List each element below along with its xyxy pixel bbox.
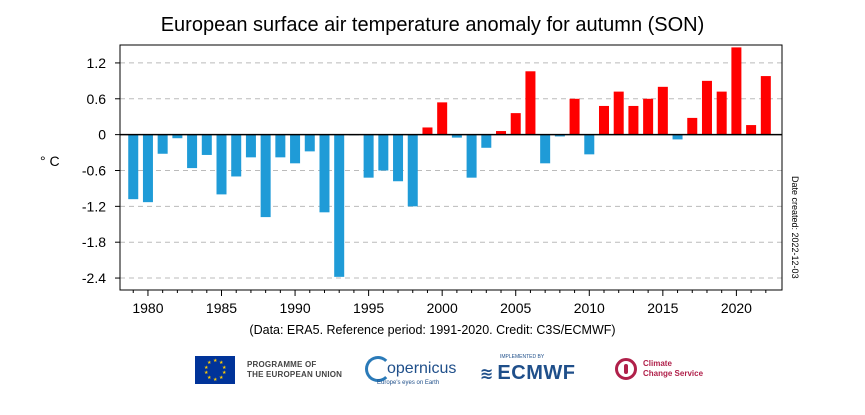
y-tick-label: -1.2 [82, 198, 106, 214]
x-tick-label: 1985 [206, 300, 237, 316]
bar-1984 [201, 134, 212, 155]
bar-2018 [701, 80, 712, 135]
bar-2019 [716, 91, 727, 135]
bar-2012 [613, 91, 624, 135]
c3s-text-line1: Climate [643, 359, 672, 368]
bar-1997 [393, 134, 404, 182]
bar-2004 [496, 131, 507, 135]
bar-2022 [760, 76, 771, 135]
bar-chart: 1.2 0.6 0 -0.6 -1.2 -1.8 -2.4 1980 1985 1990 1995 2… [40, 44, 800, 316]
bar-2017 [687, 117, 698, 135]
bar-1985 [216, 134, 227, 195]
bar-1993 [334, 134, 345, 277]
bar-2013 [628, 105, 639, 135]
bar-1979 [128, 134, 139, 200]
x-tick-label: 2015 [647, 300, 678, 316]
ecmwf-tag: IMPLEMENTED BY [500, 354, 545, 360]
bar-1986 [231, 134, 242, 177]
bar-1980 [142, 134, 153, 203]
y-tick-label: -1.8 [82, 234, 106, 250]
x-tick-label: 2020 [721, 300, 752, 316]
bar-2010 [584, 134, 595, 155]
bar-2006 [525, 71, 536, 135]
bar-2007 [540, 134, 551, 164]
eu-flag-icon: ★ ★ ★ ★ ★ ★ ★ ★ ★ ★ [195, 356, 235, 384]
bar-2005 [510, 113, 521, 135]
copernicus-logo: opernicus Europe's eyes on Earth [365, 356, 457, 386]
bar-2009 [569, 98, 580, 135]
copernicus-word: opernicus [387, 360, 457, 377]
ecmwf-wave-icon: ≋ [480, 365, 494, 383]
eu-text-line2: THE EUROPEAN UNION [247, 370, 343, 379]
bar-2002 [466, 134, 477, 178]
bar-1988 [260, 134, 271, 218]
chart-title: European surface air temperature anomaly… [160, 14, 705, 36]
logo-strip: ★ ★ ★ ★ ★ ★ ★ ★ ★ ★ PROGRAMME OF THE EUROPEAN… [0, 350, 865, 390]
plot-frame [119, 44, 783, 291]
ecmwf-word: ECMWF [497, 362, 576, 384]
y-tick-label: -0.6 [82, 162, 106, 178]
x-tick-label: 1995 [353, 300, 384, 316]
y-tick-label: 0.6 [87, 91, 107, 107]
y-axis-label: ° C [40, 153, 60, 169]
bar-2008 [554, 134, 565, 137]
bar-1982 [172, 134, 183, 139]
y-tick-label: 0 [98, 127, 106, 143]
bar-2014 [643, 98, 654, 135]
eu-programme-logo: ★ ★ ★ ★ ★ ★ ★ ★ ★ ★ PROGRAMME OF THE EUROPEAN… [195, 356, 342, 384]
bar-2011 [598, 105, 609, 135]
copernicus-tagline: Europe's eyes on Earth [377, 380, 440, 386]
bar-1981 [157, 134, 168, 154]
bar-2000 [437, 102, 448, 135]
x-tick-label: 2000 [427, 300, 458, 316]
y-tick-label: 1.2 [87, 55, 107, 71]
bar-2015 [657, 86, 668, 135]
bar-1987 [245, 134, 256, 158]
bar-1983 [187, 134, 198, 169]
bar-2003 [481, 134, 492, 148]
bar-1990 [290, 134, 301, 164]
eu-text-line1: PROGRAMME OF [247, 360, 317, 369]
bar-1989 [275, 134, 286, 158]
copernicus-icon [365, 356, 391, 382]
bar-1995 [363, 134, 374, 178]
c3s-text-line2: Change Service [643, 369, 704, 378]
bar-2021 [746, 125, 757, 135]
bar-1998 [407, 134, 418, 207]
c3s-logo: Climate Change Service [615, 358, 703, 380]
bar-1999 [422, 127, 433, 135]
y-tick-label: -2.4 [82, 270, 106, 286]
x-tick-label: 1990 [279, 300, 310, 316]
chart-caption: (Data: ERA5. Reference period: 1991-2020… [249, 323, 616, 337]
bar-1992 [319, 134, 330, 213]
bar-2020 [731, 47, 742, 135]
bar-1991 [304, 134, 315, 152]
x-tick-label: 2010 [574, 300, 605, 316]
bar-2001 [451, 134, 462, 138]
bar-1996 [378, 134, 389, 171]
x-tick-label: 1980 [132, 300, 163, 316]
bar-2016 [672, 134, 683, 140]
x-tick-label: 2005 [500, 300, 531, 316]
thermometer-icon [615, 358, 637, 380]
ecmwf-logo: IMPLEMENTED BY ≋ ECMWF [480, 354, 576, 385]
date-created-note: Date created: 2022-12-03 [790, 176, 800, 279]
